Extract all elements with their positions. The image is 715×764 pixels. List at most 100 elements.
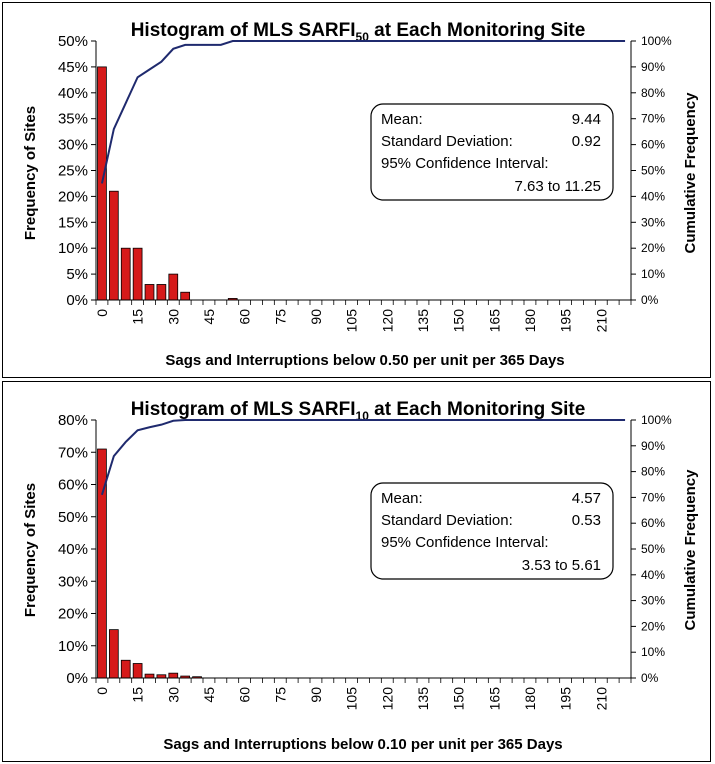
x-tick-label: 150	[451, 687, 467, 711]
x-tick-label: 135	[415, 309, 431, 333]
x-tick-label: 90	[308, 309, 324, 325]
left-tick-label: 35%	[58, 111, 88, 128]
left-tick-label: 45%	[58, 59, 88, 76]
stats-box-frame	[370, 482, 614, 580]
stat-mean-value: 4.57	[572, 490, 601, 507]
left-tick-label: 0%	[66, 292, 88, 309]
stats-box: Mean: 9.44 Standard Deviation: 0.92 95% …	[370, 103, 614, 201]
x-tick-label: 15	[130, 309, 146, 325]
histogram-panel-sarfi50: Histogram of MLS SARFI50 at Each Monitor…	[2, 2, 711, 378]
stat-sd-value: 0.92	[572, 133, 601, 150]
left-tick-label: 80%	[58, 412, 88, 429]
stats-box-frame	[370, 103, 614, 201]
right-tick-label: 30%	[641, 215, 665, 229]
stat-ci-label: 95% Confidence Interval:	[381, 534, 549, 551]
right-tick-label: 60%	[641, 138, 665, 152]
stat-mean-label: Mean:	[381, 111, 423, 128]
y2-axis-label: Cumulative Frequency	[682, 92, 699, 254]
left-tick-label: 70%	[58, 444, 88, 461]
x-tick-label: 210	[593, 687, 609, 711]
x-tick-label: 30	[165, 687, 181, 703]
left-tick-label: 25%	[58, 163, 88, 180]
left-tick-label: 5%	[66, 266, 88, 283]
y2-axis-label: Cumulative Frequency	[682, 469, 699, 631]
left-tick-label: 50%	[58, 33, 88, 50]
histogram-panel-sarfi10: Histogram of MLS SARFI10 at Each Monitor…	[2, 381, 711, 762]
stat-ci-value: 3.53 to 5.61	[522, 557, 601, 574]
x-tick-label: 195	[558, 687, 574, 711]
histogram-bar	[180, 291, 191, 301]
left-tick-label: 30%	[58, 573, 88, 590]
x-tick-label: 0	[94, 309, 110, 317]
histogram-bar	[132, 247, 143, 301]
x-tick-label: 165	[486, 687, 502, 711]
right-tick-label: 40%	[641, 189, 665, 203]
histogram-bar	[168, 672, 179, 679]
histogram-chart-sarfi10: Histogram of MLS SARFI10 at Each Monitor…	[22, 399, 699, 753]
stat-sd-value: 0.53	[572, 512, 601, 529]
x-tick-label: 210	[593, 309, 609, 333]
x-tick-label: 195	[558, 309, 574, 333]
left-tick-label: 60%	[58, 477, 88, 494]
x-tick-label: 75	[272, 309, 288, 325]
plot-area: 0% 5% 10% 15% 20% 25% 30% 35% 40% 45% 50% 0% 10% 20% 3…	[58, 33, 672, 332]
right-tick-label: 70%	[641, 490, 665, 504]
stat-sd-label: Standard Deviation:	[381, 512, 513, 529]
x-tick-label: 30	[165, 309, 181, 325]
x-tick-label: 90	[308, 687, 324, 703]
right-tick-label: 90%	[641, 439, 665, 453]
x-tick-label: 45	[201, 687, 217, 703]
x-axis-label: Sags and Interruptions below 0.10 per un…	[163, 736, 562, 753]
right-tick-label: 100%	[641, 413, 672, 427]
right-tick-label: 100%	[641, 34, 672, 48]
left-tick-label: 15%	[58, 214, 88, 231]
histogram-bar	[156, 284, 167, 301]
x-tick-label: 180	[522, 687, 538, 711]
left-tick-label: 20%	[58, 606, 88, 623]
left-tick-label: 10%	[58, 240, 88, 257]
right-tick-label: 20%	[641, 241, 665, 255]
x-tick-label: 105	[344, 687, 360, 711]
x-tick-label: 165	[486, 309, 502, 333]
histogram-bar	[144, 284, 155, 301]
left-tick-label: 10%	[58, 638, 88, 655]
cumulative-frequency-line	[100, 40, 626, 184]
stat-mean-value: 9.44	[572, 111, 601, 128]
right-tick-label: 70%	[641, 112, 665, 126]
stat-mean-label: Mean:	[381, 490, 423, 507]
right-tick-label: 50%	[641, 164, 665, 178]
right-tick-label: 90%	[641, 60, 665, 74]
x-tick-label: 75	[272, 687, 288, 703]
chart-title: Histogram of MLS SARFI50 at Each Monitor…	[131, 20, 586, 44]
x-tick-label: 45	[201, 309, 217, 325]
right-tick-label: 0%	[641, 671, 659, 685]
stats-box: Mean: 4.57 Standard Deviation: 0.53 95% …	[370, 482, 614, 580]
x-tick-label: 60	[237, 687, 253, 703]
left-tick-label: 0%	[66, 670, 88, 687]
right-tick-label: 80%	[641, 86, 665, 100]
right-tick-label: 30%	[641, 594, 665, 608]
right-tick-label: 0%	[641, 293, 659, 307]
chart-title: Histogram of MLS SARFI10 at Each Monitor…	[131, 399, 586, 423]
y-axis-label: Frequency of Sites	[22, 483, 39, 617]
histogram-bar	[108, 190, 119, 301]
y-axis-label: Frequency of Sites	[22, 106, 39, 240]
left-tick-label: 30%	[58, 137, 88, 154]
left-tick-label: 40%	[58, 541, 88, 558]
right-tick-label: 10%	[641, 645, 665, 659]
x-tick-label: 120	[379, 309, 395, 333]
x-tick-label: 60	[237, 309, 253, 325]
right-tick-label: 10%	[641, 267, 665, 281]
x-tick-label: 150	[451, 309, 467, 333]
x-tick-label: 15	[130, 687, 146, 703]
left-tick-label: 20%	[58, 188, 88, 205]
x-tick-label: 120	[379, 687, 395, 711]
x-tick-label: 105	[344, 309, 360, 333]
x-axis-label: Sags and Interruptions below 0.50 per un…	[165, 352, 564, 369]
stat-ci-value: 7.63 to 11.25	[515, 178, 601, 195]
right-tick-label: 50%	[641, 542, 665, 556]
histogram-bar	[132, 663, 143, 679]
left-tick-label: 50%	[58, 509, 88, 526]
x-tick-label: 0	[94, 687, 110, 695]
right-tick-label: 80%	[641, 465, 665, 479]
